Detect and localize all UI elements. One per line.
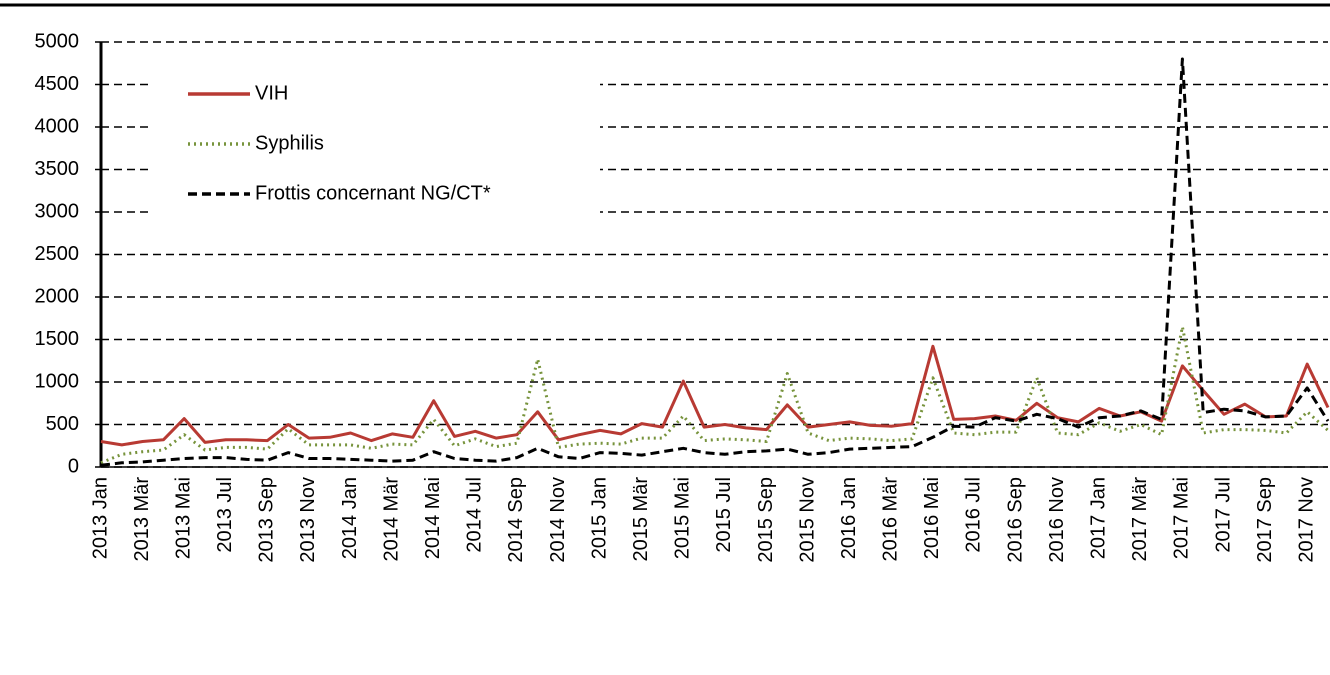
x-tick-label: 2017 Mär: [1129, 477, 1151, 562]
x-tick-label: 2013 Nov: [297, 477, 319, 563]
x-tick-label: 2014 Nov: [547, 477, 569, 563]
y-tick-label: 1500: [35, 328, 80, 350]
y-tick-label: 4500: [35, 73, 80, 95]
x-tick-label: 2014 Mai: [422, 477, 444, 559]
legend-label: Frottis concernant NG/CT*: [255, 182, 491, 204]
x-tick-label: 2015 Sep: [755, 477, 777, 563]
x-tick-label: 2013 Jan: [89, 477, 111, 559]
y-tick-label: 0: [68, 455, 79, 477]
y-tick-label: 1000: [35, 370, 80, 392]
y-tick-label: 2500: [35, 243, 80, 265]
x-tick-label: 2014 Jul: [464, 477, 486, 553]
y-tick-label: 3000: [35, 200, 80, 222]
y-tick-label: 500: [46, 413, 79, 435]
x-tick-label: 2016 Jan: [838, 477, 860, 559]
x-tick-label: 2013 Mai: [172, 477, 194, 559]
x-tick-label: 2013 Jul: [214, 477, 236, 553]
x-tick-label: 2017 Jan: [1088, 477, 1110, 559]
x-tick-label: 2013 Sep: [256, 477, 278, 563]
y-tick-label: 2000: [35, 285, 80, 307]
x-tick-label: 2015 Mai: [672, 477, 694, 559]
y-tick-label: 4000: [35, 115, 80, 137]
series-line: [100, 325, 1329, 465]
x-tick-label: 2015 Mär: [630, 477, 652, 562]
x-tick-label: 2016 Jul: [963, 477, 985, 553]
x-tick-label: 2017 Sep: [1254, 477, 1276, 563]
x-tick-label: 2015 Jul: [713, 477, 735, 553]
x-tick-label: 2014 Jan: [339, 477, 361, 559]
x-tick-label: 2016 Mär: [880, 477, 902, 562]
legend-label: Syphilis: [255, 132, 324, 154]
x-tick-label: 2016 Sep: [1004, 477, 1026, 563]
x-tick-label: 2017 Mai: [1171, 477, 1193, 559]
x-tick-label: 2014 Sep: [505, 477, 527, 563]
x-tick-label: 2017 Jul: [1212, 477, 1234, 553]
x-tick-label: 2016 Mai: [921, 477, 943, 559]
y-tick-label: 5000: [35, 30, 80, 52]
x-tick-label: 2017 Nov: [1295, 477, 1317, 563]
x-tick-label: 2013 Mär: [131, 477, 153, 562]
series-line: [100, 57, 1330, 467]
x-tick-label: 2014 Mär: [380, 477, 402, 562]
x-tick-label: 2015 Nov: [796, 477, 818, 563]
legend-label: VIH: [255, 82, 288, 104]
x-tick-label: 2016 Nov: [1046, 477, 1068, 563]
x-tick-label: 2015 Jan: [588, 477, 610, 559]
series-line: [100, 344, 1330, 447]
y-tick-label: 3500: [35, 158, 80, 180]
